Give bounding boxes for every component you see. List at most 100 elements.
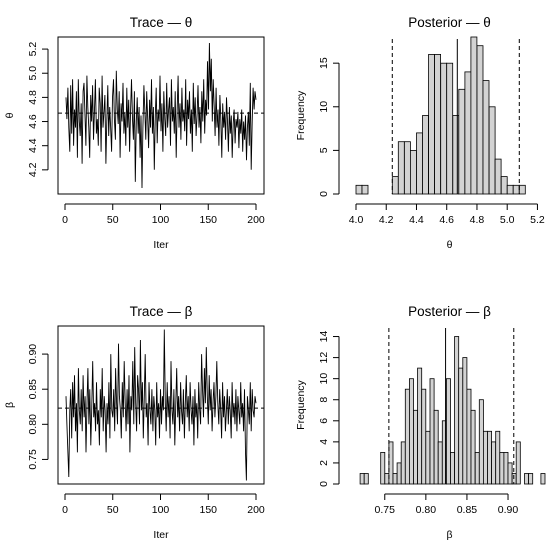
trace-theta-x-tick-label: 0 bbox=[62, 214, 68, 226]
trace-theta-y-tick-label: 5.0 bbox=[27, 66, 39, 81]
hist-beta-bar bbox=[470, 409, 476, 485]
hist-beta-y-tick-label: 2 bbox=[318, 460, 330, 466]
hist-beta-bar bbox=[363, 473, 369, 485]
hist-beta-bar bbox=[515, 441, 521, 485]
hist-beta-bar bbox=[388, 441, 394, 485]
hist-theta-bar bbox=[355, 184, 363, 195]
hist-theta-x-tick-label: 4.2 bbox=[379, 214, 394, 226]
hist-theta-bar bbox=[476, 45, 484, 195]
trace-beta-x-tick-label: 0 bbox=[62, 504, 68, 516]
hist-beta-bar bbox=[392, 473, 398, 485]
hist-theta-x-tick-label: 4.8 bbox=[470, 214, 485, 226]
hist-beta-bar bbox=[437, 441, 443, 485]
hist-theta-bar bbox=[446, 62, 454, 195]
trace-beta-y-tick-label: 0.90 bbox=[27, 344, 39, 365]
hist-theta-x-tick-label: 4.4 bbox=[409, 214, 424, 226]
hist-beta-x-tick-label: 0.90 bbox=[498, 504, 519, 516]
trace-theta-y-tick-label: 4.8 bbox=[27, 90, 39, 105]
hist-theta-ylabel: Frequency bbox=[295, 90, 307, 140]
hist-theta-bar bbox=[506, 184, 514, 195]
hist-beta-bar bbox=[474, 451, 480, 485]
hist-theta-bar bbox=[391, 176, 399, 195]
hist-theta-bar bbox=[422, 115, 429, 195]
hist-beta-ylabel: Frequency bbox=[295, 379, 307, 429]
hist-beta-title: Posterior — β bbox=[408, 304, 491, 319]
trace-beta-x-tick-label: 150 bbox=[199, 504, 217, 516]
hist-beta-bar bbox=[503, 451, 509, 485]
hist-beta-bar bbox=[425, 430, 431, 485]
hist-beta-bar bbox=[450, 451, 455, 485]
hist-beta-panel: Posterior — β β Frequency 0.75 0.80 0.85 0.… bbox=[295, 304, 546, 541]
trace-theta-x-tick-label: 100 bbox=[152, 214, 170, 226]
hist-theta-bar bbox=[512, 184, 520, 195]
hist-beta-bar bbox=[458, 367, 464, 485]
hist-beta-x-tick-label: 0.85 bbox=[457, 504, 478, 516]
hist-theta-bar bbox=[470, 36, 478, 195]
trace-beta-xlabel: Iter bbox=[153, 529, 169, 541]
hist-beta-bar bbox=[380, 451, 386, 485]
hist-theta-bar bbox=[518, 184, 526, 195]
hist-beta-y-tick-label: 10 bbox=[318, 373, 330, 385]
trace-beta-title: Trace — β bbox=[130, 304, 193, 319]
hist-theta-bar bbox=[482, 80, 490, 195]
hist-beta-xlabel: β bbox=[446, 529, 452, 541]
hist-beta-x-tick-label: 0.75 bbox=[375, 504, 396, 516]
hist-beta-bar bbox=[528, 473, 534, 485]
hist-beta-bar bbox=[487, 430, 492, 485]
trace-beta-y-tick-label: 0.80 bbox=[27, 414, 39, 435]
hist-beta-bar bbox=[400, 441, 406, 485]
hist-beta-y-tick-label: 8 bbox=[318, 397, 330, 403]
hist-theta-x-tick-label: 5.2 bbox=[530, 214, 545, 226]
hist-beta-y-tick-label: 12 bbox=[318, 352, 330, 364]
hist-beta-bar bbox=[466, 388, 472, 485]
trace-beta-panel: Trace — β Iter β 0 50 100 150 200 0.75 0.80 0.8… bbox=[4, 304, 265, 541]
trace-theta-x-tick-label: 150 bbox=[199, 214, 217, 226]
trace-theta-xlabel: Iter bbox=[153, 239, 169, 251]
hist-theta-xlabel: θ bbox=[447, 239, 453, 251]
trace-beta-x-tick-label: 100 bbox=[152, 504, 170, 516]
hist-beta-bar bbox=[499, 451, 505, 485]
hist-beta-bar bbox=[408, 378, 414, 485]
hist-beta-bar bbox=[482, 430, 488, 485]
hist-beta-bar bbox=[413, 409, 418, 485]
hist-beta-bar bbox=[359, 473, 365, 485]
hist-beta-bar bbox=[478, 399, 484, 485]
trace-beta-trace-line bbox=[65, 329, 257, 481]
hist-theta-y-tick-label: 15 bbox=[318, 57, 330, 69]
hist-beta-y-tick-label: 4 bbox=[318, 439, 330, 445]
trace-theta-title: Trace — θ bbox=[130, 15, 193, 30]
hist-beta-bar bbox=[417, 367, 423, 485]
hist-beta-bar bbox=[540, 473, 546, 485]
hist-theta-bar bbox=[416, 132, 423, 195]
hist-theta-bar bbox=[403, 141, 411, 195]
hist-theta-bar bbox=[488, 106, 496, 195]
hist-beta-y-tick-label: 0 bbox=[318, 481, 330, 487]
hist-theta-bar bbox=[494, 158, 502, 195]
hist-theta-y-tick-label: 10 bbox=[318, 101, 330, 113]
hist-theta-bar bbox=[434, 54, 442, 195]
hist-theta-x-tick-label: 4.6 bbox=[439, 214, 454, 226]
trace-theta-frame bbox=[57, 36, 265, 195]
hist-theta-y-tick-label: 5 bbox=[318, 147, 330, 153]
hist-beta-bar bbox=[524, 473, 529, 485]
hist-beta-y-tick-label: 14 bbox=[318, 331, 330, 343]
hist-theta-x-tick-label: 5.0 bbox=[500, 214, 515, 226]
trace-beta-ylabel: β bbox=[4, 402, 16, 408]
trace-theta-ylabel: θ bbox=[4, 112, 16, 118]
trace-theta-y-tick-label: 4.6 bbox=[27, 114, 39, 129]
trace-beta-y-tick-label: 0.75 bbox=[27, 449, 39, 470]
hist-beta-bar bbox=[507, 462, 513, 485]
hist-beta-x-tick-label: 0.80 bbox=[416, 504, 437, 516]
hist-theta-bar bbox=[440, 62, 448, 195]
hist-beta-y-tick-label: 6 bbox=[318, 418, 330, 424]
hist-theta-x-tick-label: 4.0 bbox=[349, 214, 364, 226]
hist-beta-bar bbox=[396, 462, 402, 485]
trace-beta-x-tick-label: 50 bbox=[107, 504, 119, 516]
trace-theta-x-tick-label: 200 bbox=[247, 214, 265, 226]
hist-theta-y-tick-label: 0 bbox=[318, 191, 330, 197]
hist-beta-bar bbox=[433, 409, 439, 485]
hist-beta-bar bbox=[491, 441, 497, 485]
hist-beta-bar bbox=[454, 336, 460, 485]
hist-theta-bar bbox=[428, 54, 436, 195]
